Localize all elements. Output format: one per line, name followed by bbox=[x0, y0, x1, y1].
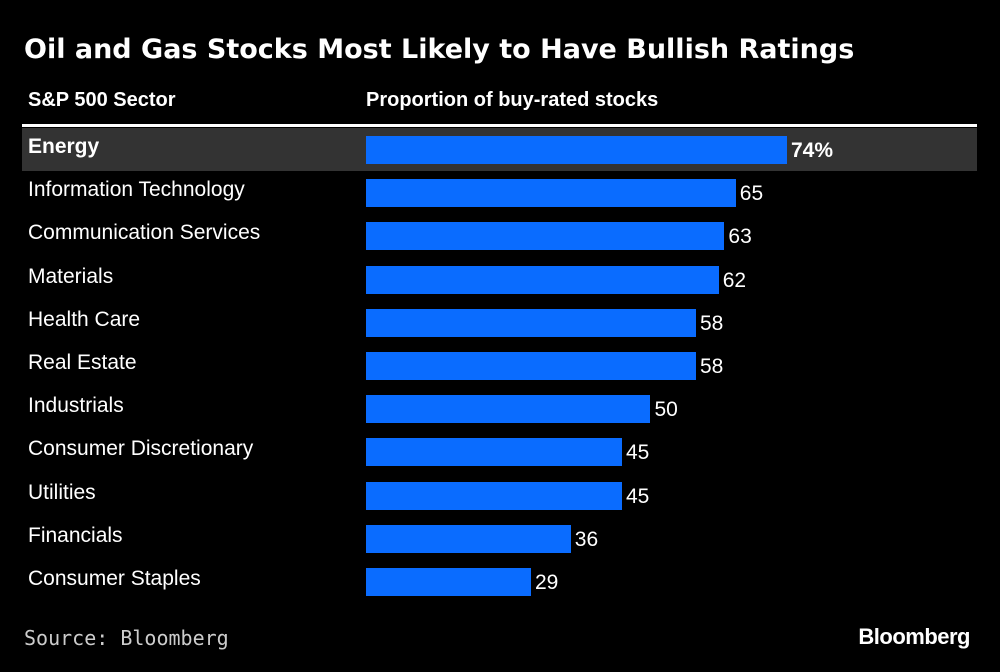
bar bbox=[366, 308, 696, 337]
value-label: 58 bbox=[699, 311, 724, 335]
header-rule bbox=[22, 124, 977, 127]
source-note: Source: Bloomberg bbox=[24, 626, 229, 650]
value-header: Proportion of buy-rated stocks bbox=[366, 89, 659, 111]
bar bbox=[366, 395, 651, 424]
category-label: Materials bbox=[28, 264, 114, 288]
category-label: Utilities bbox=[28, 480, 96, 504]
bar bbox=[366, 438, 622, 467]
value-label: 45 bbox=[626, 484, 650, 508]
value-label: 65 bbox=[739, 182, 764, 206]
value-label: 45 bbox=[626, 441, 650, 465]
value-label: 50 bbox=[654, 398, 678, 422]
category-label: Financials bbox=[28, 523, 123, 547]
bar bbox=[366, 179, 736, 208]
category-header: S&P 500 Sector bbox=[28, 89, 176, 111]
value-label: 74% bbox=[791, 139, 834, 162]
bar bbox=[366, 568, 531, 596]
value-label: 58 bbox=[699, 355, 724, 378]
bar bbox=[366, 136, 787, 164]
bar bbox=[366, 222, 725, 251]
category-label: Energy bbox=[28, 135, 100, 158]
chart-title: Oil and Gas Stocks Most Likely to Have B… bbox=[24, 34, 855, 65]
bloomberg-logo: Bloomberg bbox=[858, 624, 970, 649]
value-label: 62 bbox=[722, 268, 747, 292]
category-label: Industrials bbox=[28, 394, 124, 418]
category-label: Health Care bbox=[28, 307, 141, 331]
value-label: 36 bbox=[574, 527, 599, 551]
category-label: Consumer Staples bbox=[28, 567, 201, 590]
bar bbox=[366, 481, 622, 510]
value-label: 29 bbox=[534, 571, 559, 594]
bar bbox=[366, 265, 719, 294]
category-label: Information Technology bbox=[28, 178, 245, 202]
value-label: 63 bbox=[728, 225, 752, 249]
category-label: Consumer Discretionary bbox=[28, 437, 254, 461]
bar bbox=[366, 352, 696, 380]
bar bbox=[366, 524, 571, 553]
category-label: Communication Services bbox=[28, 221, 261, 245]
category-label: Real Estate bbox=[28, 351, 137, 374]
